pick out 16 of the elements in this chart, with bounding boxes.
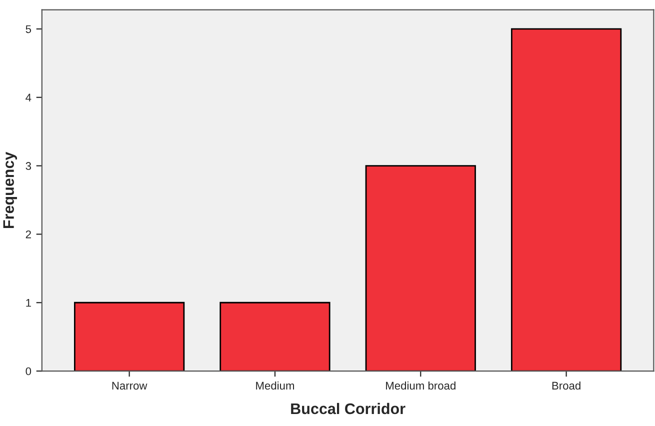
- bar: [220, 302, 330, 372]
- y-tick-label: 4: [26, 94, 32, 102]
- bar: [74, 302, 185, 372]
- x-axis-title: Buccal Corridor: [291, 402, 406, 414]
- y-tick-label: 3: [26, 162, 32, 170]
- y-tick-label: 5: [26, 25, 32, 34]
- x-tick-label: Medium broad: [386, 381, 456, 390]
- y-tick-label: 2: [26, 230, 31, 238]
- x-tick-label: Broad: [552, 381, 580, 390]
- bar: [365, 165, 476, 372]
- x-tick-label: Medium: [256, 381, 294, 390]
- y-tick-label: 0: [26, 367, 32, 376]
- bar: [510, 28, 622, 372]
- x-tick-label: Narrow: [112, 382, 148, 390]
- y-tick-label: 1: [26, 299, 31, 307]
- y-axis-title: Frequency: [3, 152, 17, 228]
